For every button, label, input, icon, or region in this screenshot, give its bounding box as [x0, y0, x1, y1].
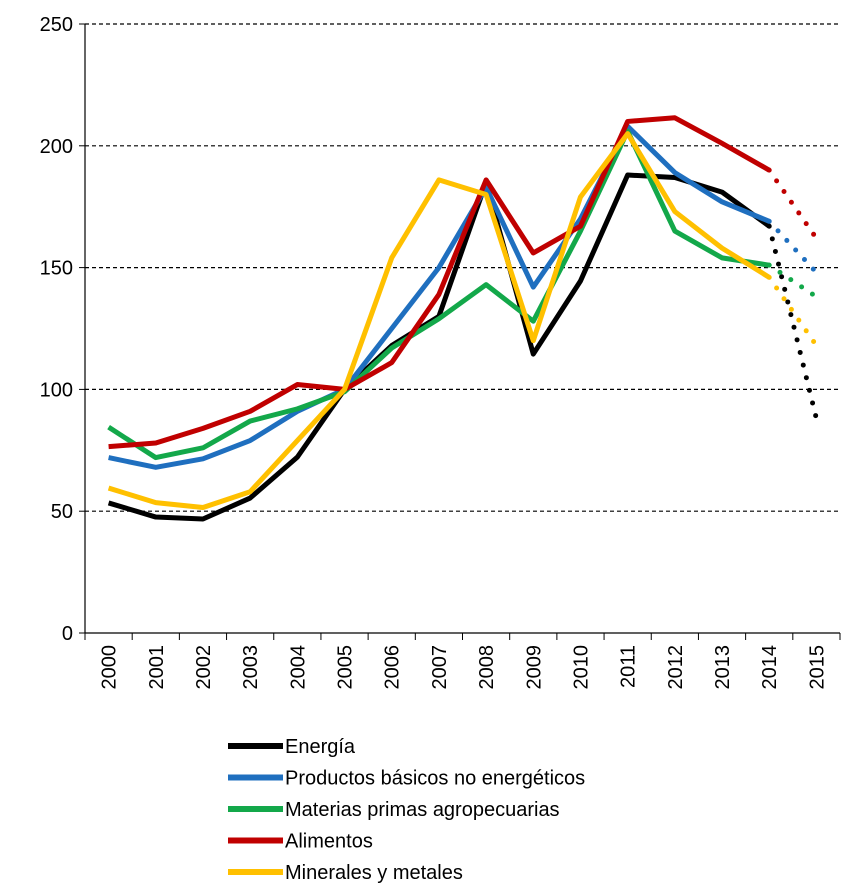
x-tick-label: 2001 — [146, 645, 168, 690]
x-tick-label: 2011 — [618, 645, 640, 688]
projection-line — [766, 262, 819, 300]
x-tick-label: 2003 — [240, 645, 262, 690]
legend-label: Alimentos — [285, 831, 373, 853]
x-tick-label: 2015 — [806, 645, 828, 690]
x-tick-label: 2014 — [759, 645, 781, 690]
projection-line — [766, 218, 819, 275]
legend-label: Materias primas agropecuarias — [285, 799, 560, 821]
y-tick-label: 250 — [40, 14, 73, 36]
legend-label: Productos básicos no energéticos — [285, 768, 585, 790]
legend-label: Minerales y metales — [285, 862, 463, 884]
projection-line — [766, 274, 819, 349]
series-line — [108, 115, 771, 450]
x-tick-label: 2009 — [523, 645, 545, 690]
x-tick-label: 2005 — [335, 645, 357, 690]
y-tick-label: 200 — [40, 136, 73, 158]
series-line — [107, 128, 770, 461]
x-tick-label: 2006 — [382, 645, 404, 690]
x-tick-label: 2008 — [476, 645, 498, 690]
x-tick-label: 2000 — [99, 645, 121, 690]
series-line — [108, 123, 771, 470]
legend-label: Energía — [285, 736, 356, 758]
y-tick-label: 100 — [40, 379, 73, 401]
x-tick-label: 2004 — [287, 645, 309, 690]
x-tick-label: 2007 — [429, 645, 451, 690]
series-line — [107, 131, 771, 511]
x-tick-label: 2013 — [712, 645, 734, 690]
x-tick-label: 2012 — [665, 645, 687, 690]
x-tick-label: 2002 — [193, 645, 215, 690]
y-tick-label: 0 — [62, 623, 73, 645]
x-tick-label: 2010 — [570, 645, 592, 690]
y-tick-label: 50 — [51, 501, 73, 523]
projection-line — [766, 167, 819, 241]
y-tick-label: 150 — [40, 258, 73, 280]
